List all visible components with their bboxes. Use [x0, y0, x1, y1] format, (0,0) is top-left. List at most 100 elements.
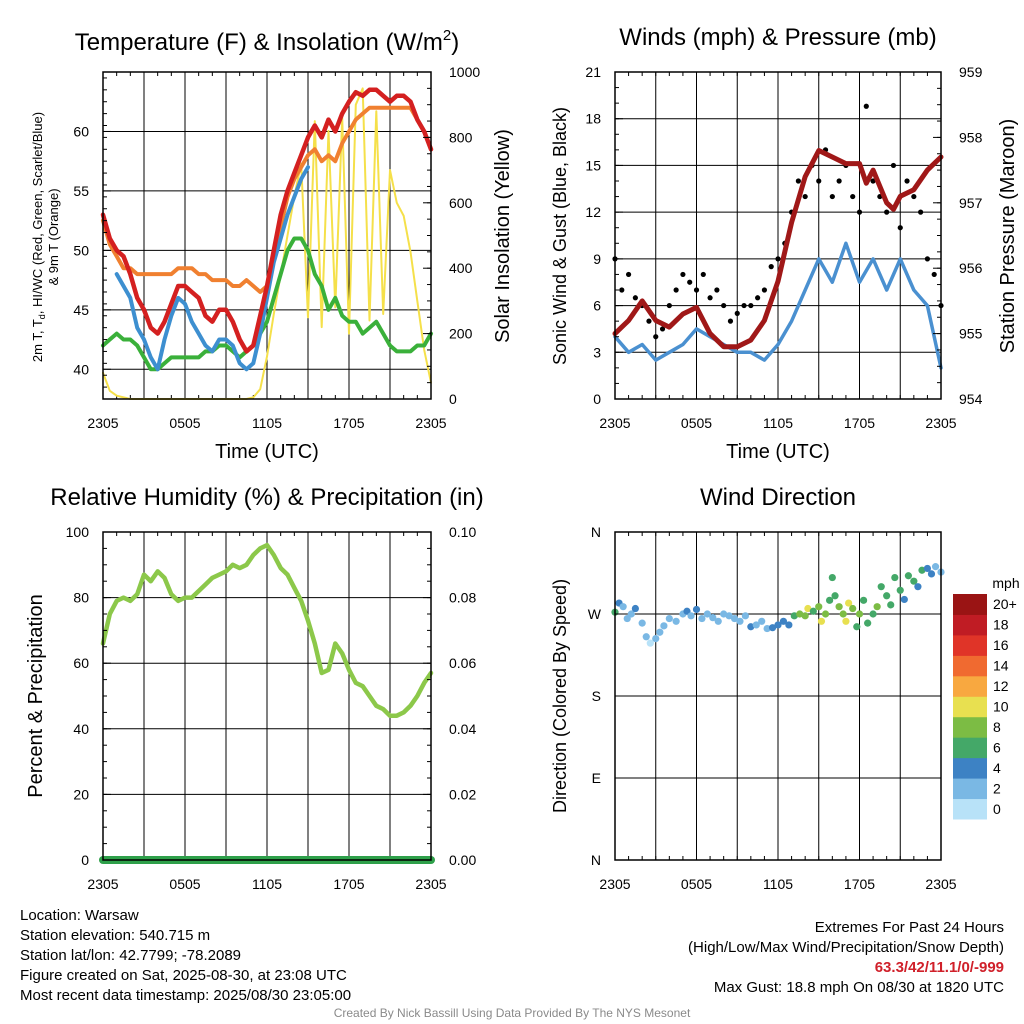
x-tick-label: 2305 [87, 415, 118, 431]
colorbar-label: 6 [993, 739, 1001, 755]
right-y-tick-label: 956 [959, 260, 983, 276]
colorbar-swatch [953, 778, 987, 800]
left-y-tick-label: 12 [585, 204, 601, 220]
gust-point [795, 178, 801, 184]
temp-left-axis-label-2: & 9m T (Orange) [46, 188, 61, 285]
station-info: Location: Warsaw Station elevation: 540.… [20, 906, 351, 1006]
left-y-tick-label: 55 [73, 183, 89, 199]
left-y-tick-label: 9 [593, 251, 601, 267]
direction-point [752, 621, 760, 629]
direction-point [927, 570, 936, 578]
direction-point [809, 607, 817, 615]
colorbar-swatch [953, 614, 987, 636]
grid-lines [615, 532, 941, 860]
left-y-tick-label: N [591, 524, 601, 540]
direction-point [904, 572, 913, 580]
gust-point [693, 287, 700, 293]
direction-point [725, 612, 733, 620]
direction-point [845, 599, 853, 607]
direction-point [741, 612, 750, 620]
gust-point [687, 279, 693, 285]
x-tick-label: 1105 [252, 415, 282, 431]
right-y-tick-label: 0 [449, 391, 457, 407]
direction-point [736, 617, 744, 625]
x-tick-label: 2305 [925, 876, 956, 892]
x-tick-label: 2305 [415, 415, 446, 431]
gust-point [625, 271, 632, 278]
direction-points [611, 563, 945, 647]
gust-point [836, 178, 842, 184]
direction-point [730, 614, 739, 623]
direction-point [692, 605, 701, 614]
direction-point [627, 610, 635, 618]
right-y-tick-label: 0.06 [449, 655, 476, 671]
direction-point [672, 617, 680, 625]
x-tick-label: 0505 [169, 415, 200, 431]
direction-point [887, 601, 895, 609]
wind-left-axis-label: Sonic Wind & Gust (Blue, Black) [550, 107, 570, 365]
colorbar-swatch [953, 675, 987, 697]
plot-panel-humidity: 2305 0505 1105 1705 2305 0 20 40 60 80 100 0.00 0.02… [66, 524, 477, 892]
gust-point [904, 178, 910, 184]
left-y-tick-label: E [592, 770, 601, 786]
gust-point [870, 178, 876, 184]
right-y-tick-label: 400 [449, 260, 473, 276]
colorbar-swatch [953, 634, 987, 656]
elevation-text: Station elevation: 540.715 m [20, 927, 211, 944]
gust-point [829, 193, 835, 200]
temp-panel-title: Temperature (F) & Insolation (W/m2) [75, 27, 459, 56]
extremes-info: Extremes For Past 24 Hours (High/Low/Max… [688, 918, 1004, 998]
x-tick-label: 2305 [599, 415, 630, 431]
x-tick-label: 2305 [415, 876, 446, 892]
x-tick-label: 1705 [333, 876, 364, 892]
right-y-tick-label: 0.08 [449, 590, 476, 606]
gust-point [653, 334, 659, 340]
direction-point [747, 623, 755, 631]
colorbar-label: 2 [993, 780, 1001, 796]
right-y-tick-label: 1000 [449, 64, 480, 80]
left-y-tick-label: 100 [66, 524, 90, 540]
left-y-tick-label: 18 [585, 111, 601, 127]
direction-point [835, 603, 843, 611]
colorbar-swatch [953, 757, 987, 779]
extremes-subtitle: (High/Low/Max Wind/Precipitation/Snow De… [688, 939, 1004, 956]
left-y-tick-label: 6 [593, 298, 601, 314]
left-y-tick-label: 40 [73, 721, 89, 737]
direction-point [831, 592, 839, 600]
left-y-tick-label: 60 [73, 123, 89, 139]
series-line-wind-chill [114, 165, 310, 372]
direction-point [774, 621, 782, 629]
dir-left-axis-label: Direction (Colored By Speed) [550, 579, 570, 813]
colorbar-label: 4 [993, 760, 1001, 776]
temp-x-axis-label: Time (UTC) [215, 441, 319, 463]
gust-point [918, 209, 924, 215]
colorbar-label: 14 [993, 658, 1009, 674]
gust-point [816, 178, 822, 184]
gust-point [673, 287, 679, 293]
direction-point [785, 621, 793, 629]
direction-point [877, 583, 885, 591]
gust-point [890, 162, 897, 169]
colorbar-label: 12 [993, 678, 1009, 694]
direction-point [714, 617, 722, 625]
latlon-text: Station lat/lon: 42.7799; -78.2089 [20, 947, 242, 964]
gust-point [741, 302, 747, 309]
x-tick-label: 2305 [925, 415, 956, 431]
colorbar-swatch [953, 716, 987, 738]
x-tick-label: 0505 [681, 415, 712, 431]
right-y-tick-label: 958 [959, 129, 983, 145]
colorbar-swatch [953, 798, 987, 820]
direction-point [720, 610, 728, 618]
plot-border [614, 71, 942, 400]
gust-point [680, 271, 686, 278]
direction-point [638, 619, 646, 627]
colorbar-swatch [953, 594, 987, 615]
gust-point [775, 256, 781, 262]
colorbar-unit: mph [992, 575, 1019, 591]
colorbar-swatch [953, 696, 987, 718]
direction-point [709, 614, 717, 622]
gust-point [721, 302, 727, 309]
gust-point [924, 256, 931, 262]
direction-point [891, 573, 899, 582]
